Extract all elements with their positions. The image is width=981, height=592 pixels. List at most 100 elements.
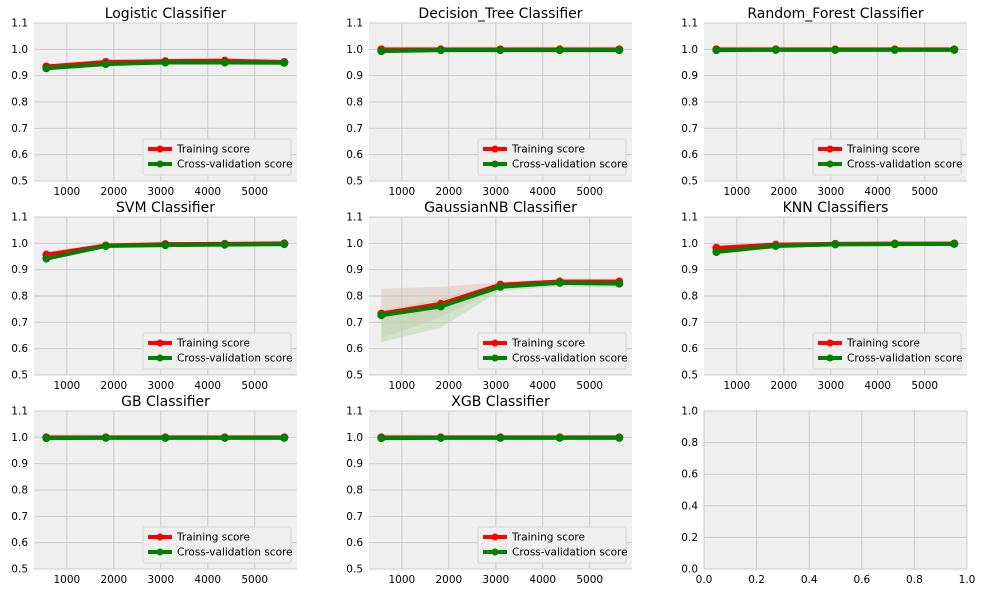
- data-point: [712, 46, 720, 54]
- y-tick-label: 0.6: [346, 149, 363, 161]
- x-tick-label: 2000: [100, 574, 127, 586]
- y-tick-label: 0.8: [11, 291, 28, 303]
- y-tick-label: 1.0: [681, 44, 698, 56]
- x-tick-label: 0.8: [906, 574, 923, 586]
- legend-swatch-marker: [157, 355, 164, 362]
- data-point: [831, 46, 839, 54]
- data-point: [377, 47, 385, 55]
- x-tick-label: 5000: [241, 574, 268, 586]
- legend-swatch-marker: [157, 340, 164, 347]
- x-tick-label: 4000: [529, 380, 556, 392]
- y-tick-label: 0.8: [11, 485, 28, 497]
- data-point: [615, 46, 623, 54]
- legend-label: Training score: [511, 338, 585, 350]
- x-tick-label: 1000: [54, 574, 81, 586]
- x-tick-label: 2000: [100, 380, 127, 392]
- y-tick-label: 0.9: [11, 70, 28, 82]
- y-tick-label: 0.5: [346, 176, 363, 188]
- data-point: [496, 46, 504, 54]
- y-tick-label: 0.5: [11, 370, 28, 382]
- legend-label: Cross-validation score: [847, 159, 963, 171]
- y-tick-label: 0.4: [681, 500, 698, 512]
- y-tick-label: 0.5: [11, 564, 28, 576]
- data-point: [950, 240, 958, 248]
- data-point: [437, 46, 445, 54]
- subplot-title: Random_Forest Classifier: [747, 6, 924, 22]
- data-point: [102, 60, 110, 68]
- y-tick-label: 0.8: [681, 291, 698, 303]
- x-tick-label: 1000: [54, 380, 81, 392]
- y-tick-label: 0.7: [681, 317, 698, 329]
- y-tick-label: 1.1: [11, 406, 28, 418]
- data-point: [42, 255, 50, 263]
- y-tick-label: 1.0: [11, 238, 28, 250]
- data-point: [556, 46, 564, 54]
- y-tick-label: 1.1: [11, 18, 28, 30]
- y-tick-label: 0.6: [681, 469, 698, 481]
- data-point: [42, 64, 50, 72]
- y-tick-label: 0.6: [346, 537, 363, 549]
- x-tick-label: 5000: [911, 186, 938, 198]
- y-tick-label: 0.6: [681, 149, 698, 161]
- legend: Training score Cross-validation score: [478, 333, 628, 369]
- x-tick-label: 5000: [241, 380, 268, 392]
- x-tick-label: 2000: [100, 186, 127, 198]
- data-point: [891, 240, 899, 248]
- data-point: [280, 59, 288, 67]
- legend-swatch-marker: [492, 340, 499, 347]
- x-tick-label: 2000: [770, 186, 797, 198]
- x-tick-label: 0.2: [748, 574, 765, 586]
- legend-swatch-marker: [492, 534, 499, 541]
- legend-swatch-marker: [157, 534, 164, 541]
- legend-label: Cross-validation score: [177, 159, 293, 171]
- legend-label: Cross-validation score: [512, 353, 628, 365]
- data-point: [377, 434, 385, 442]
- y-tick-label: 0.6: [346, 343, 363, 355]
- data-point: [712, 248, 720, 256]
- x-tick-label: 2000: [435, 380, 462, 392]
- axes-background: [704, 411, 967, 569]
- y-tick-label: 0.5: [681, 370, 698, 382]
- data-point: [161, 59, 169, 67]
- y-tick-label: 1.0: [681, 406, 698, 418]
- y-tick-label: 0.6: [11, 149, 28, 161]
- y-tick-label: 0.6: [11, 537, 28, 549]
- y-tick-label: 1.1: [681, 212, 698, 224]
- y-tick-label: 0.9: [346, 458, 363, 470]
- data-point: [831, 240, 839, 248]
- y-tick-label: 0.5: [346, 564, 363, 576]
- y-tick-label: 0.5: [681, 176, 698, 188]
- x-tick-label: 3000: [817, 380, 844, 392]
- data-point: [221, 59, 229, 67]
- y-tick-label: 0.8: [11, 97, 28, 109]
- data-point: [280, 240, 288, 248]
- data-point: [496, 283, 504, 291]
- legend-swatch-marker: [827, 340, 834, 347]
- x-tick-label: 4000: [529, 186, 556, 198]
- subplot-title: SVM Classifier: [116, 200, 215, 216]
- subplot-title: GB Classifier: [121, 394, 210, 410]
- x-tick-label: 1000: [389, 186, 416, 198]
- x-tick-label: 0.0: [696, 574, 713, 586]
- legend-label: Training score: [176, 338, 250, 350]
- legend-label: Training score: [511, 532, 585, 544]
- data-point: [102, 434, 110, 442]
- legend-swatch-marker: [827, 355, 834, 362]
- x-tick-label: 4000: [194, 574, 221, 586]
- data-point: [437, 303, 445, 311]
- subplot-title: Decision_Tree Classifier: [418, 6, 582, 22]
- x-tick-label: 3000: [482, 574, 509, 586]
- subplot-title: XGB Classifier: [451, 394, 550, 410]
- y-tick-label: 0.8: [681, 437, 698, 449]
- legend-swatch-marker: [492, 549, 499, 556]
- y-tick-label: 1.0: [346, 44, 363, 56]
- x-tick-label: 2000: [435, 574, 462, 586]
- x-tick-label: 5000: [911, 380, 938, 392]
